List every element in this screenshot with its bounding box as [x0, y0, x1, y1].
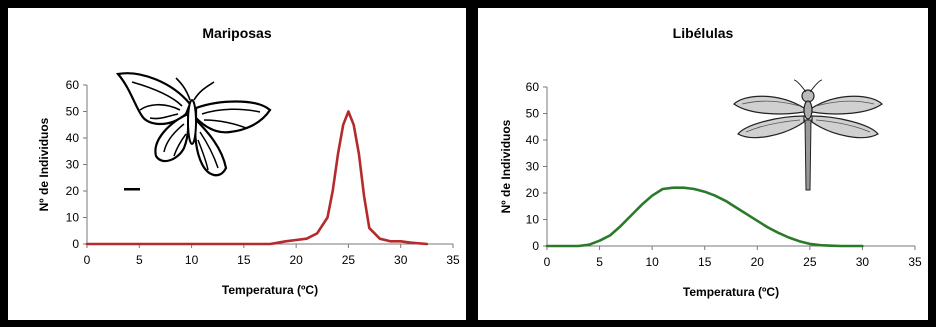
butterfly-illustration	[115, 72, 272, 191]
x-tick-label: 0	[544, 255, 551, 269]
y-tick-label: 20	[66, 184, 80, 198]
y-tick-label: 40	[526, 133, 540, 147]
x-tick-label: 10	[185, 253, 199, 267]
x-tick-label: 5	[136, 253, 143, 267]
chart-title: Mariposas	[202, 25, 271, 41]
y-tick-label: 10	[66, 211, 80, 225]
x-tick-label: 15	[698, 255, 712, 269]
x-tick-label: 0	[84, 253, 91, 267]
x-tick-label: 20	[289, 253, 303, 267]
series-line	[85, 110, 429, 246]
x-tick-label: 10	[645, 255, 659, 269]
chart-mariposas: Mariposas 0 10 20 30 40 50 60 0 5 10 15 20 25 30 35 Tem…	[37, 25, 460, 297]
chart-panel-mariposas: Mariposas 0 10 20 30 40 50 60 0 5 10 15 20 25 30 35 Tem…	[8, 8, 466, 320]
x-tick-label: 25	[803, 255, 817, 269]
x-tick-label: 35	[908, 255, 922, 269]
y-tick-label: 60	[66, 78, 80, 92]
y-tick-label: 60	[526, 80, 540, 94]
y-axis-label: Nº de Individuos	[499, 119, 513, 213]
y-tick-label: 0	[72, 237, 79, 251]
y-axis-label: Nº de Individuos	[37, 117, 51, 211]
y-tick-label: 30	[66, 158, 80, 172]
y-tick-label: 50	[66, 105, 80, 119]
chart-title: Libélulas	[673, 25, 734, 41]
y-tick-label: 30	[526, 160, 540, 174]
y-tick-label: 0	[532, 239, 539, 253]
x-tick-label: 30	[394, 253, 408, 267]
y-tick-label: 50	[526, 107, 540, 121]
dragonfly-illustration	[733, 79, 883, 191]
chart-libelulas: Libélulas 0 10 20 30 40 50 60 0 5 10 15 20 25 30 35 Tem…	[499, 25, 922, 299]
x-tick-label: 30	[856, 255, 870, 269]
x-tick-label: 15	[237, 253, 251, 267]
x-tick-label: 35	[446, 253, 460, 267]
y-tick-label: 10	[526, 213, 540, 227]
series-line	[545, 186, 864, 248]
x-tick-label: 25	[342, 253, 356, 267]
y-tick-label: 40	[66, 131, 80, 145]
y-tick-label: 20	[526, 186, 540, 200]
x-axis-label: Temperatura (ºC)	[683, 285, 779, 299]
x-tick-label: 5	[596, 255, 603, 269]
chart-panel-libelulas: Libélulas 0 10 20 30 40 50 60 0 5 10 15 20 25 30 35 Tem…	[478, 8, 928, 320]
x-tick-label: 20	[751, 255, 765, 269]
x-axis-label: Temperatura (ºC)	[222, 283, 318, 297]
